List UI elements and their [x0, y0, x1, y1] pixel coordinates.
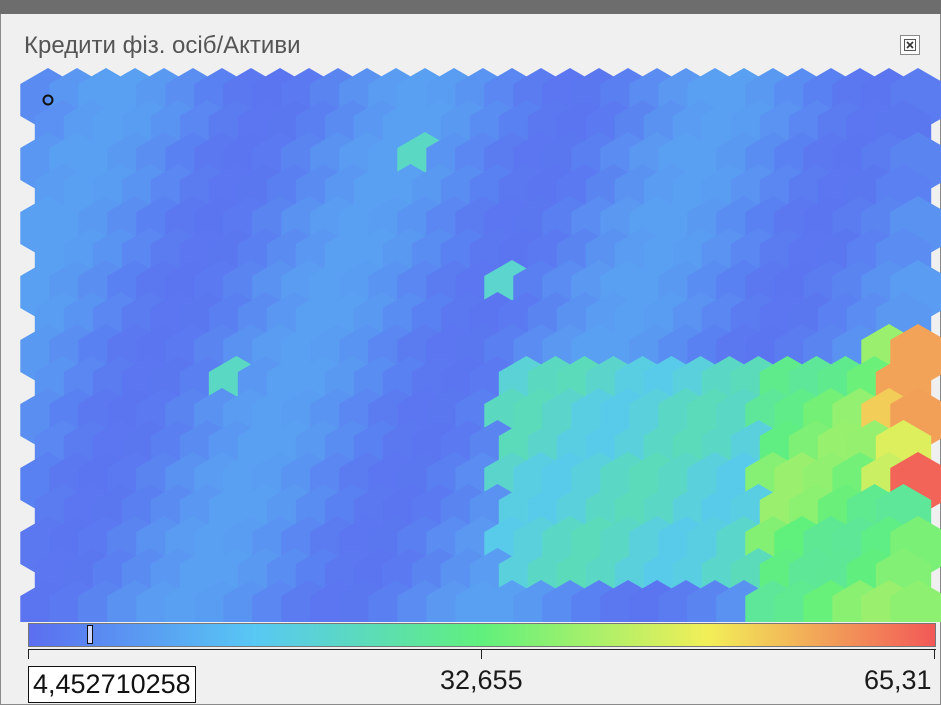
scale-marker[interactable]	[87, 625, 93, 644]
close-button[interactable]	[900, 35, 920, 55]
tick-max	[934, 649, 935, 659]
scale-mid-label: 32,655	[440, 665, 523, 695]
tick-mid	[481, 649, 482, 659]
scale-max-label: 65,31	[864, 665, 932, 695]
scale-axis	[28, 649, 936, 650]
window-top-bar	[0, 0, 941, 14]
current-value-box: 4,452710258	[28, 666, 196, 703]
selected-cell-marker	[42, 94, 54, 106]
hexagon-heatmap[interactable]	[0, 0, 941, 622]
color-scale-bar	[28, 623, 936, 647]
tick-min	[28, 649, 29, 659]
map-title: Кредити фіз. осіб/Активи	[24, 32, 301, 59]
hex-cell[interactable]	[890, 580, 941, 622]
close-icon	[904, 39, 916, 51]
